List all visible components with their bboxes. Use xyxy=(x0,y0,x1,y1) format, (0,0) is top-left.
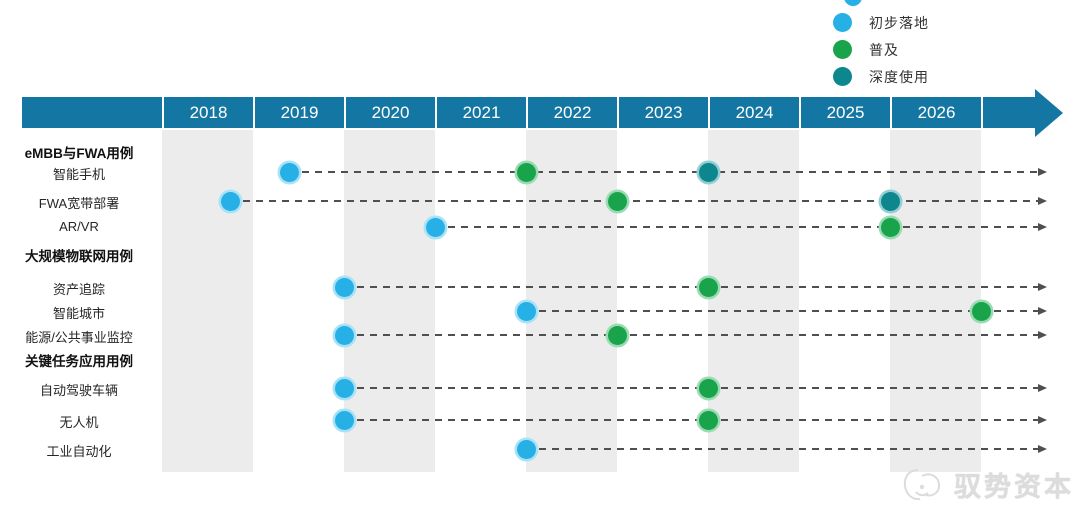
legend-dot-deep-icon xyxy=(833,67,852,86)
line-arrow-icon xyxy=(1038,168,1047,176)
header-arrow-shaft xyxy=(981,97,1035,128)
milestone-dot-popular xyxy=(880,217,900,237)
milestone-dot-initial xyxy=(334,410,354,430)
legend-label: 深度使用 xyxy=(869,68,929,85)
row-label: FWA宽带部署 xyxy=(38,196,120,211)
legend-item-deep: 深度使用 xyxy=(833,63,929,90)
year-stripe-2018 xyxy=(162,130,253,472)
milestone-dot-initial xyxy=(220,191,240,211)
header-year-2019: 2019 xyxy=(253,97,344,128)
line-arrow-icon xyxy=(1038,445,1047,453)
line-arrow-icon xyxy=(1038,223,1047,231)
milestone-dot-deep xyxy=(880,191,900,211)
watermark-text: 驭势资本 xyxy=(954,471,1074,502)
row-label: 能源/公共事业监控 xyxy=(25,330,133,345)
row-label: 无人机 xyxy=(59,415,99,430)
header-year-2026: 2026 xyxy=(890,97,981,128)
milestone-dot-initial xyxy=(334,277,354,297)
line-arrow-icon xyxy=(1038,384,1047,392)
milestone-dot-popular xyxy=(698,378,718,398)
header-year-2021: 2021 xyxy=(435,97,526,128)
watermark: 驭势资本 xyxy=(900,462,1074,506)
line-arrow-icon xyxy=(1038,416,1047,424)
dashed-timeline xyxy=(344,387,1038,390)
milestone-dot-popular xyxy=(698,277,718,297)
legend-item-popular: 普及 xyxy=(833,36,929,63)
line-arrow-icon xyxy=(1038,283,1047,291)
legend-dot-initial-icon xyxy=(833,13,852,32)
row-label: 资产追踪 xyxy=(52,282,105,297)
milestone-dot-initial xyxy=(279,162,299,182)
milestone-dot-initial xyxy=(334,325,354,345)
milestone-dot-deep xyxy=(698,162,718,182)
line-arrow-icon xyxy=(1038,307,1047,315)
row-label: 智能手机 xyxy=(52,167,105,182)
line-arrow-icon xyxy=(1038,331,1047,339)
timeline-header-band: 2018 2019 2020 2021 2022 2023 2024 2025 2026 xyxy=(22,97,1035,128)
dashed-timeline xyxy=(526,310,1038,313)
brand-logo-icon xyxy=(903,469,941,501)
row-label: 工业自动化 xyxy=(46,444,112,459)
header-year-2018: 2018 xyxy=(162,97,253,128)
row-label: AR/VR xyxy=(59,219,99,234)
row-label: 智能城市 xyxy=(52,306,105,321)
milestone-dot-popular xyxy=(607,191,627,211)
dashed-timeline xyxy=(526,448,1038,451)
milestone-dot-popular xyxy=(607,325,627,345)
milestone-dot-popular xyxy=(698,410,718,430)
year-stripe-2026 xyxy=(890,130,981,472)
milestone-dot-initial xyxy=(334,378,354,398)
dashed-timeline xyxy=(435,226,1038,229)
header-year-2025: 2025 xyxy=(799,97,890,128)
year-stripe-2020 xyxy=(344,130,435,472)
cropped-legend-dot xyxy=(844,0,862,6)
dashed-timeline xyxy=(230,200,1038,203)
header-year-2023: 2023 xyxy=(617,97,708,128)
legend: 初步落地普及深度使用 xyxy=(833,9,929,90)
category-label: 关键任务应用用例 xyxy=(25,354,133,369)
timeline-arrow-icon xyxy=(1035,88,1063,137)
milestone-dot-initial xyxy=(425,217,445,237)
dashed-timeline xyxy=(344,334,1038,337)
header-year-2022: 2022 xyxy=(526,97,617,128)
row-label: 自动驾驶车辆 xyxy=(39,383,118,398)
line-arrow-icon xyxy=(1038,197,1047,205)
legend-item-initial: 初步落地 xyxy=(833,9,929,36)
milestone-dot-popular xyxy=(516,162,536,182)
dashed-timeline xyxy=(344,419,1038,422)
header-year-2020: 2020 xyxy=(344,97,435,128)
milestone-dot-popular xyxy=(971,301,991,321)
legend-label: 普及 xyxy=(869,41,899,58)
legend-dot-popular-icon xyxy=(833,40,852,59)
header-year-2024: 2024 xyxy=(708,97,799,128)
milestone-dot-initial xyxy=(516,439,536,459)
category-label: 大规模物联网用例 xyxy=(25,249,133,264)
year-stripe-2022 xyxy=(526,130,617,472)
header-label-spacer xyxy=(22,97,162,128)
dashed-timeline xyxy=(344,286,1038,289)
dashed-timeline xyxy=(289,171,1038,174)
milestone-dot-initial xyxy=(516,301,536,321)
category-label: eMBB与FWA用例 xyxy=(24,146,134,161)
year-stripe-2024 xyxy=(708,130,799,472)
legend-label: 初步落地 xyxy=(869,14,929,31)
